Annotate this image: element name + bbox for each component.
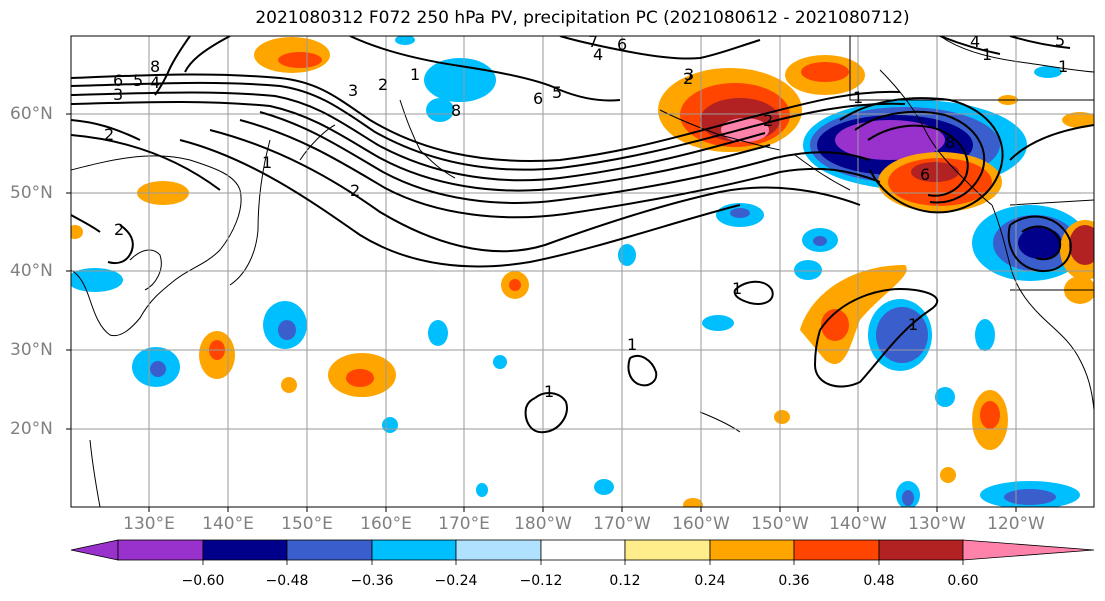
contour-label: 5 — [552, 83, 562, 102]
lon-label: 160°E — [360, 514, 412, 534]
colorbar-segment — [117, 539, 204, 561]
contour-label: 3 — [113, 85, 123, 104]
contour-label: 1 — [1058, 57, 1068, 76]
colorbar-segment — [624, 539, 711, 561]
colorbar-tick-label: −0.60 — [181, 573, 225, 589]
contour-label: 1 — [410, 65, 420, 84]
lon-label: 120°W — [987, 514, 1045, 534]
contour-label: 4 — [150, 73, 160, 92]
contour-label: 8 — [945, 133, 955, 152]
colorbar-segment — [793, 539, 880, 561]
contour-label: 1 — [853, 88, 863, 107]
axis-ticks — [66, 113, 1017, 512]
colorbar-tick-label: 0.48 — [863, 573, 895, 589]
contour-label: 1 — [732, 279, 742, 298]
colorbar-segment — [878, 539, 964, 561]
contour-label: 1 — [262, 153, 272, 172]
lon-label: 170°E — [438, 514, 490, 534]
contour-label: 3 — [684, 65, 694, 84]
lat-label-20n: 20°N — [10, 419, 53, 439]
contour-label: 5 — [1055, 31, 1065, 50]
contour-label: 2 — [104, 125, 114, 144]
contour-label: 7 — [588, 32, 598, 51]
colorbar-segment — [371, 539, 457, 561]
plot-area: 8 6 5 4 3 2 1 2 3 1 6 5 8 7 6 4 2 1 1 1 … — [71, 31, 1094, 507]
contour-label: 4 — [970, 32, 980, 51]
colorbar-segment — [540, 539, 626, 561]
lat-label-60n: 60°N — [10, 104, 53, 124]
colorbar-tick-label: −0.48 — [265, 573, 309, 589]
contour-label: 2 — [378, 75, 388, 94]
colorbar — [70, 539, 1095, 565]
lon-label: 160°W — [672, 514, 730, 534]
contour-label: 3 — [348, 81, 358, 100]
contour-label: 6 — [617, 35, 627, 54]
precip-shading — [71, 36, 1094, 507]
lat-label-50n: 50°N — [10, 183, 53, 203]
colorbar-extend-high — [962, 539, 1095, 561]
lon-label: 130°W — [908, 514, 966, 534]
colorbar-segment — [709, 539, 795, 561]
contour-label: 1 — [908, 315, 918, 334]
colorbar-tick-label: −0.12 — [519, 573, 563, 589]
lon-label: 140°W — [829, 514, 887, 534]
contour-label: 2 — [114, 220, 124, 239]
colorbar-segment — [202, 539, 288, 561]
lon-label: 170°W — [593, 514, 651, 534]
contour-label: 1 — [627, 335, 637, 354]
lon-label: 150°W — [751, 514, 809, 534]
colorbar-tick-label: 0.24 — [694, 573, 726, 589]
contour-label: 8 — [451, 101, 461, 120]
lon-label: 150°E — [281, 514, 333, 534]
contour-label: 8 — [150, 57, 160, 76]
lat-label-30n: 30°N — [10, 340, 53, 360]
pv-contours — [71, 36, 1094, 434]
contour-label: 1 — [982, 45, 992, 64]
graticule — [71, 36, 1094, 507]
lon-label: 180°W — [514, 514, 572, 534]
contour-label: 6 — [533, 89, 543, 108]
contour-label: 2 — [683, 69, 693, 88]
lon-label: 130°E — [123, 514, 175, 534]
contour-label: 2 — [763, 111, 773, 130]
lat-label-40n: 40°N — [10, 261, 53, 281]
contour-labels: 8 6 5 4 3 2 1 2 3 1 6 5 8 7 6 4 2 1 1 1 … — [104, 31, 1068, 401]
colorbar-segment — [286, 539, 373, 561]
colorbar-tick-label: 0.36 — [778, 573, 810, 589]
contour-label: 6 — [920, 165, 930, 184]
contour-label: 1 — [544, 382, 554, 401]
colorbar-tick-label: 0.60 — [947, 573, 979, 589]
contour-label: 6 — [113, 71, 123, 90]
contour-label: 5 — [133, 71, 143, 90]
contour-label: 2 — [350, 181, 360, 200]
colorbar-tick-label: −0.24 — [434, 573, 478, 589]
colorbar-segment — [455, 539, 542, 561]
map-title: 2021080312 F072 250 hPa PV, precipitatio… — [255, 8, 910, 28]
contour-label: 4 — [593, 45, 603, 64]
colorbar-tick-label: −0.36 — [350, 573, 394, 589]
lon-label: 140°E — [202, 514, 254, 534]
colorbar-tick-label: 0.12 — [609, 573, 641, 589]
colorbar-extend-low — [70, 539, 119, 561]
